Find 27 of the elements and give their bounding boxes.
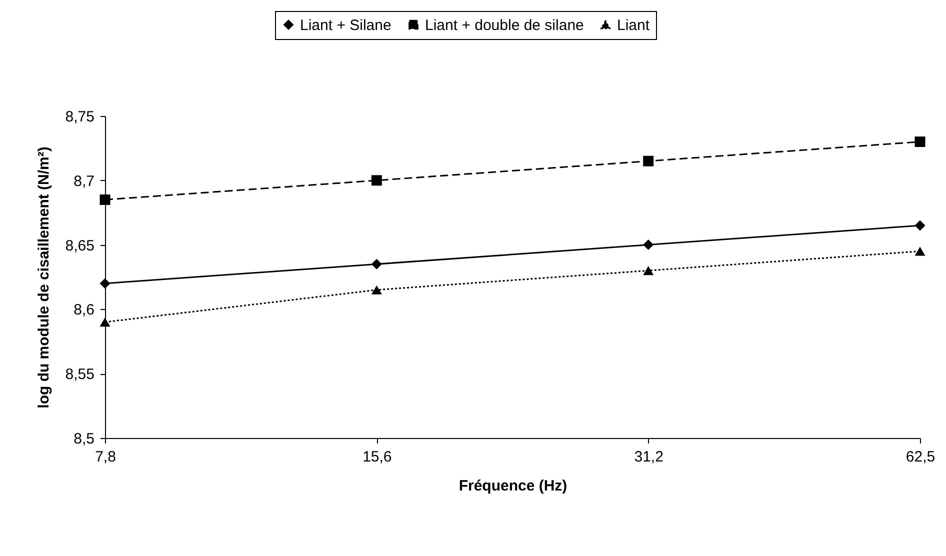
point: [643, 266, 654, 276]
point: [371, 285, 382, 294]
point: [643, 156, 654, 166]
legend-label: Liant + Silane: [300, 16, 392, 34]
x-axis-title: Fréquence (Hz): [458, 478, 568, 494]
y-tick-label: 8,75: [65, 108, 94, 126]
point: [100, 318, 110, 327]
point: [643, 240, 654, 250]
y-tick-label: 8,6: [74, 302, 94, 319]
point: [371, 175, 382, 186]
x-tick-label: 62,5: [906, 448, 936, 466]
y-axis-title: log du module de cisaillement (N/m²): [35, 146, 52, 408]
y-tick-label: 8,7: [74, 172, 94, 190]
legend-label: Liant: [617, 16, 650, 34]
point: [100, 278, 110, 289]
y-tick-label: 8,5: [74, 430, 94, 448]
legend-label: Liant + double de silane: [425, 16, 584, 34]
x-tick-label: 7,8: [95, 448, 116, 466]
point: [914, 136, 926, 148]
point: [914, 220, 926, 231]
y-tick-label: 8,65: [65, 237, 94, 254]
point: [914, 246, 926, 256]
point: [100, 194, 110, 205]
point: [371, 258, 382, 270]
y-tick-label: 8,55: [65, 366, 94, 384]
x-tick-label: 31,2: [634, 448, 664, 466]
x-tick-label: 15,6: [362, 448, 392, 466]
